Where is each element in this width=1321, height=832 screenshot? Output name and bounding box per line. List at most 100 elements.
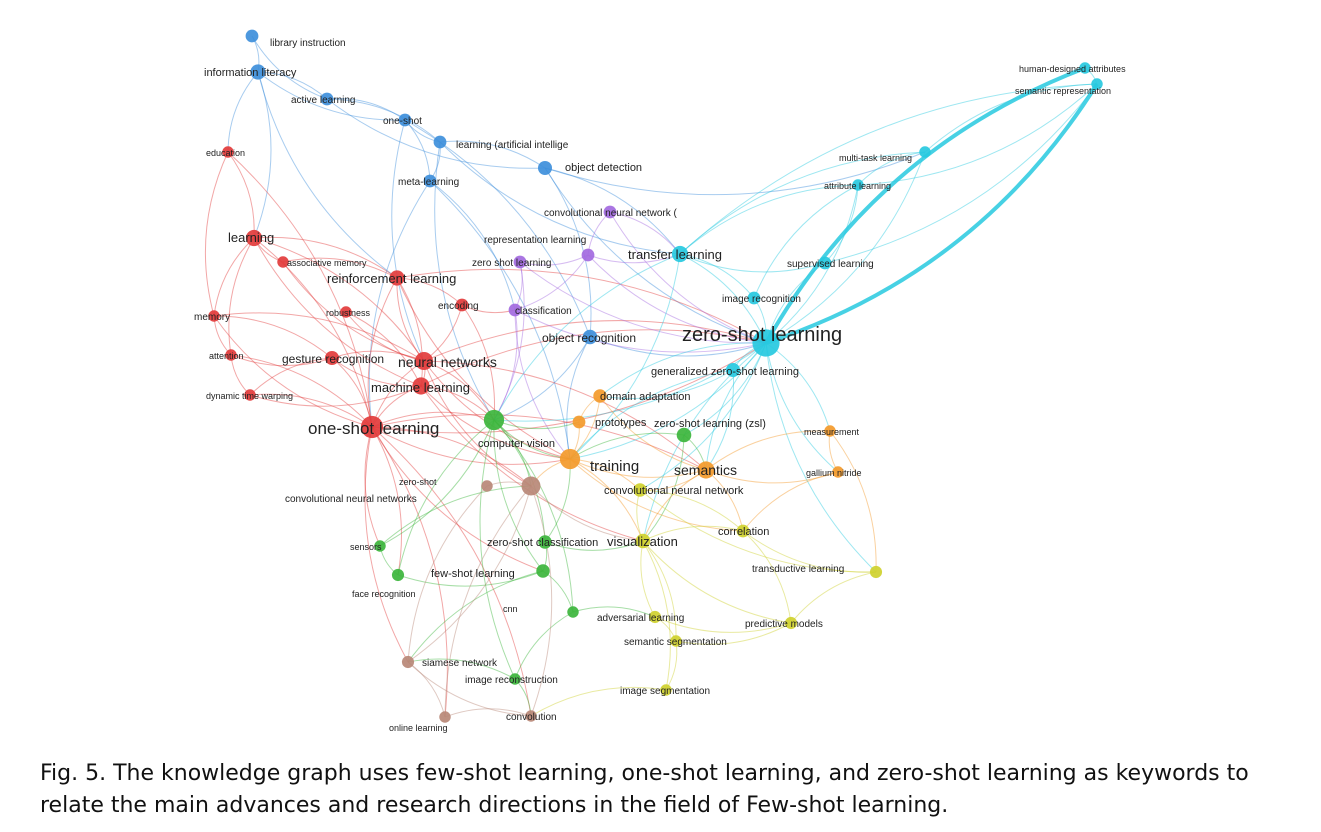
node-domain-adaptation xyxy=(593,389,607,403)
graph-edge xyxy=(249,393,373,428)
label-computer-vision: computer vision xyxy=(478,438,555,450)
graph-edge xyxy=(367,277,398,428)
labels-layer: library instruction information literacy a… xyxy=(194,38,1126,733)
graph-edge xyxy=(742,471,839,532)
node-zero-shot xyxy=(481,480,493,492)
graph-edge xyxy=(679,253,755,299)
graph-edge xyxy=(519,254,589,266)
graph-edge xyxy=(705,469,839,484)
caption-label: Fig. 5. xyxy=(40,761,107,786)
node-convolution xyxy=(525,710,537,722)
label-supervised-learning: supervised learning xyxy=(787,259,874,270)
label-library-instruction: library instruction xyxy=(270,38,346,49)
graph-edge xyxy=(829,430,877,573)
label-image-recognition: image recognition xyxy=(722,294,801,305)
label-information-literacy: information literacy xyxy=(204,67,297,79)
graph-edge xyxy=(790,571,877,624)
graph-edge xyxy=(371,426,402,576)
graph-edge xyxy=(257,71,398,279)
graph-edge xyxy=(530,686,667,717)
graph-edge xyxy=(544,151,926,196)
node-semantic-representation xyxy=(1091,78,1103,90)
node-face-recognition xyxy=(391,568,405,582)
label-siamese-network: siamese network xyxy=(422,658,498,669)
label-gesture-recognition: gesture recognition xyxy=(282,352,384,366)
node-one-shot-learning xyxy=(360,415,384,439)
graph-edge xyxy=(253,237,425,362)
node-associative-memory xyxy=(277,256,289,268)
graph-edge xyxy=(599,369,734,399)
node-object-recognition xyxy=(582,329,598,345)
graph-edge xyxy=(924,83,1098,153)
label-image-segmentation: image segmentation xyxy=(620,686,710,697)
node-learning-ai xyxy=(433,135,447,149)
node-zero-shot-learning xyxy=(752,329,780,357)
graph-edge xyxy=(230,354,251,396)
label-meta-learning: meta-learning xyxy=(398,177,459,188)
graph-edge xyxy=(404,119,431,182)
graph-edge xyxy=(227,71,259,153)
graph-edge xyxy=(371,414,707,471)
label-one-shot: one-shot xyxy=(383,116,422,127)
label-encoding: encoding xyxy=(438,301,479,312)
graph-edge xyxy=(569,458,744,532)
graph-edge xyxy=(679,253,767,344)
node-siamese-network xyxy=(401,655,415,669)
graph-edge xyxy=(569,458,644,542)
graph-edge xyxy=(420,385,644,542)
graph-edge xyxy=(824,184,859,264)
graph-edge xyxy=(204,151,229,317)
node-cnn xyxy=(567,606,579,618)
graph-edge xyxy=(857,151,926,186)
node-representation-learning xyxy=(581,248,595,262)
graph-edge xyxy=(544,540,644,551)
node-human-designed-attributes xyxy=(1079,62,1091,74)
graph-edge xyxy=(282,261,425,362)
graph-edge xyxy=(364,426,381,547)
graph-edge xyxy=(765,184,859,344)
graph-edge xyxy=(683,342,767,436)
graph-edge xyxy=(371,411,495,428)
graph-edge xyxy=(371,426,544,572)
graph-edge xyxy=(514,611,574,680)
graph-edge xyxy=(407,570,544,663)
graph-edge xyxy=(587,254,767,344)
graph-edge xyxy=(397,570,544,587)
label-semantics: semantics xyxy=(674,462,737,478)
node-adversarial-learning xyxy=(648,610,662,624)
label-classification: classification xyxy=(515,306,572,317)
label-human-designed-attributes: human-designed attributes xyxy=(1019,64,1126,74)
label-one-shot-learning: one-shot learning xyxy=(308,419,439,438)
graph-edge xyxy=(396,277,423,387)
label-semantic-segmentation: semantic segmentation xyxy=(624,637,727,648)
graph-edge xyxy=(379,419,495,547)
label-predictive-models: predictive models xyxy=(745,619,823,630)
graph-edge xyxy=(493,309,518,421)
label-few-shot-learning: few-shot learning xyxy=(431,568,515,580)
label-learning-ai: learning (artificial intellige xyxy=(456,140,569,151)
graph-edge xyxy=(654,616,792,633)
graph-edge xyxy=(639,342,767,491)
label-transfer-learning: transfer learning xyxy=(628,247,722,262)
graph-edge xyxy=(439,141,681,255)
node-predictive-models xyxy=(784,616,798,630)
node-education xyxy=(222,146,234,158)
node-reinforcement-learning xyxy=(389,270,405,286)
node-attribute-learning xyxy=(852,179,864,191)
graph-edge xyxy=(765,342,831,432)
node-classification xyxy=(508,303,522,317)
graph-edge xyxy=(544,167,592,338)
node-machine-learning xyxy=(412,377,430,395)
graph-edge xyxy=(368,180,431,428)
node-correlation xyxy=(736,524,750,538)
graph-edge xyxy=(542,570,574,613)
graph-edge xyxy=(569,458,707,478)
graph-edge xyxy=(326,98,441,143)
graph-edge xyxy=(227,151,373,428)
graph-edge xyxy=(379,485,532,547)
label-robustness: robustness xyxy=(326,308,371,318)
graph-edge xyxy=(257,71,406,121)
node-few-shot-learning xyxy=(536,564,550,578)
graph-edge xyxy=(444,708,532,718)
knowledge-graph: library instruction information literacy a… xyxy=(194,29,1126,733)
